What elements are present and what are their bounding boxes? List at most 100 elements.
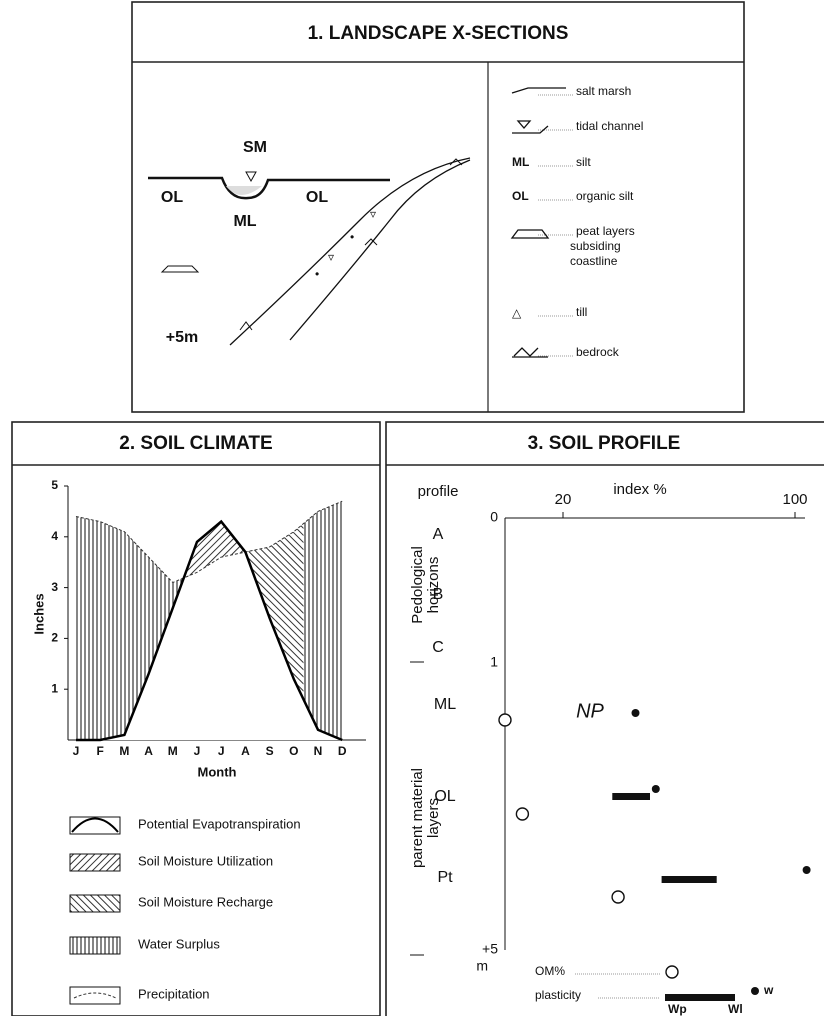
np-label: NP <box>576 700 604 722</box>
precipitation-line <box>75 500 343 584</box>
legend-text: Potential Evapotranspiration <box>138 816 301 831</box>
x-tick-label: O <box>289 744 298 758</box>
x-axis-label: Month <box>198 764 237 779</box>
horizon-label: C <box>432 639 444 656</box>
legend-text: subsiding <box>570 239 621 253</box>
legend: Potential Evapotranspiration Soil Moistur… <box>69 816 301 1005</box>
ml-label: ML <box>233 213 256 230</box>
sm-label: SM <box>243 139 267 156</box>
x-axis-label: index % <box>613 481 666 498</box>
x-tick-label: J <box>73 744 80 758</box>
legend-text: tidal channel <box>576 119 643 133</box>
x-tick-label: 20 <box>555 491 572 508</box>
plasticity-bar <box>661 876 717 883</box>
x-tick-label: N <box>314 744 323 758</box>
key-text: OM% <box>535 964 565 978</box>
svg-text:•: • <box>350 230 354 244</box>
legend-symbol <box>512 120 549 134</box>
y-tick-label: 5 <box>51 478 58 492</box>
y-tick-label: 3 <box>51 580 58 594</box>
key-text: plasticity <box>535 988 581 1002</box>
legend-symbol <box>510 229 550 239</box>
x-tick-label: S <box>266 744 274 758</box>
ol-label: OL <box>306 189 328 206</box>
horizon-label: B <box>433 586 444 603</box>
panel-title: 3. SOIL PROFILE <box>528 433 681 454</box>
y-tick-label: 1 <box>51 681 58 695</box>
layer-label: OL <box>434 788 455 805</box>
legend-text: peat layers <box>576 224 635 238</box>
legend-symbol <box>73 992 117 999</box>
panel-title: 2. SOIL CLIMATE <box>119 433 272 454</box>
legend-text: Soil Moisture Recharge <box>138 894 273 909</box>
key-symbol <box>751 987 759 995</box>
svg-text:•: • <box>315 267 319 281</box>
legend-text: Water Surplus <box>138 936 220 951</box>
legend-text: till <box>576 305 587 319</box>
panel-title: 1. LANDSCAPE X-SECTIONS <box>308 23 569 44</box>
x-tick-label: J <box>218 744 225 758</box>
svg-text:▿: ▿ <box>370 207 376 221</box>
x-tick-label: D <box>338 744 347 758</box>
legend-text: Soil Moisture Utilization <box>138 853 273 868</box>
svg-text:▿: ▿ <box>328 250 334 264</box>
legend-symbol <box>511 87 566 94</box>
om-point <box>611 890 625 904</box>
x-tick-label: F <box>97 744 104 758</box>
layer-label: Pt <box>437 869 453 886</box>
pet-under <box>76 521 343 740</box>
legend-swatch <box>69 894 121 913</box>
legend-text: bedrock <box>576 345 620 359</box>
w-point <box>631 709 640 717</box>
key-symbol <box>665 965 679 979</box>
legend-text: coastline <box>570 254 618 268</box>
layer-label: ML <box>434 696 456 713</box>
legend-text: salt marsh <box>576 84 631 98</box>
depth-label: 1 <box>490 654 498 670</box>
legend-key: OL <box>512 189 529 203</box>
group-label: horizons <box>425 557 442 614</box>
legend-swatch <box>69 816 121 835</box>
key-symbol <box>665 994 735 1001</box>
legend-symbol <box>512 347 548 358</box>
pet-line <box>76 519 343 742</box>
group-label: Pedological <box>409 546 426 624</box>
profile-chart: 20 100 0 1 +5m A B C Pedological horizons parent m… <box>409 491 811 1016</box>
y-axis-label: Inches <box>31 593 46 634</box>
legend: salt marsh tidal channel ML silt OL organic s… <box>510 84 643 359</box>
key-text: w <box>763 983 774 997</box>
x-tick-label: A <box>144 744 153 758</box>
x-tick-label: 100 <box>782 491 807 508</box>
soil-climate-panel: 2. SOIL CLIMATE Inches Month 1 2 3 4 5 J F M A M J… <box>11 421 381 1016</box>
group-label: layers <box>425 798 442 838</box>
y-tick-label: 2 <box>51 631 58 645</box>
plasticity-bar <box>612 793 650 800</box>
depth-label: +5 <box>482 941 498 957</box>
legend-text: organic silt <box>576 189 634 203</box>
legend-symbol <box>71 817 119 833</box>
legend-swatch <box>69 986 121 1005</box>
depth-label: m <box>476 958 488 974</box>
x-tick-label: J <box>194 744 201 758</box>
w-point <box>802 866 811 874</box>
group-label: parent material <box>409 768 426 868</box>
profile-label: profile <box>418 483 459 500</box>
climate-chart: 1 2 3 4 5 J F M A M J J A S O N D <box>51 478 366 758</box>
w-point <box>651 785 660 793</box>
legend-text: silt <box>576 155 591 169</box>
soil-profile-panel: 3. SOIL PROFILE profile index % 20 100 0 1 +… <box>385 421 824 1016</box>
legend-swatch <box>69 936 121 955</box>
legend-swatch <box>69 853 121 872</box>
om-point <box>515 807 530 821</box>
legend-symbol: △ <box>512 306 522 320</box>
legend-text: Precipitation <box>138 986 210 1001</box>
om-point <box>498 713 512 727</box>
depth-label: +5m <box>166 329 198 346</box>
x-tick-label: M <box>168 744 178 758</box>
legend-key: ML <box>512 155 529 169</box>
landscape-panel: 1. LANDSCAPE X-SECTIONS ▿ • ▿ • SM OL ML OL… <box>131 1 745 413</box>
key-text: Wl <box>728 1002 743 1016</box>
ol-label: OL <box>161 189 183 206</box>
depth-label: 0 <box>490 509 498 525</box>
